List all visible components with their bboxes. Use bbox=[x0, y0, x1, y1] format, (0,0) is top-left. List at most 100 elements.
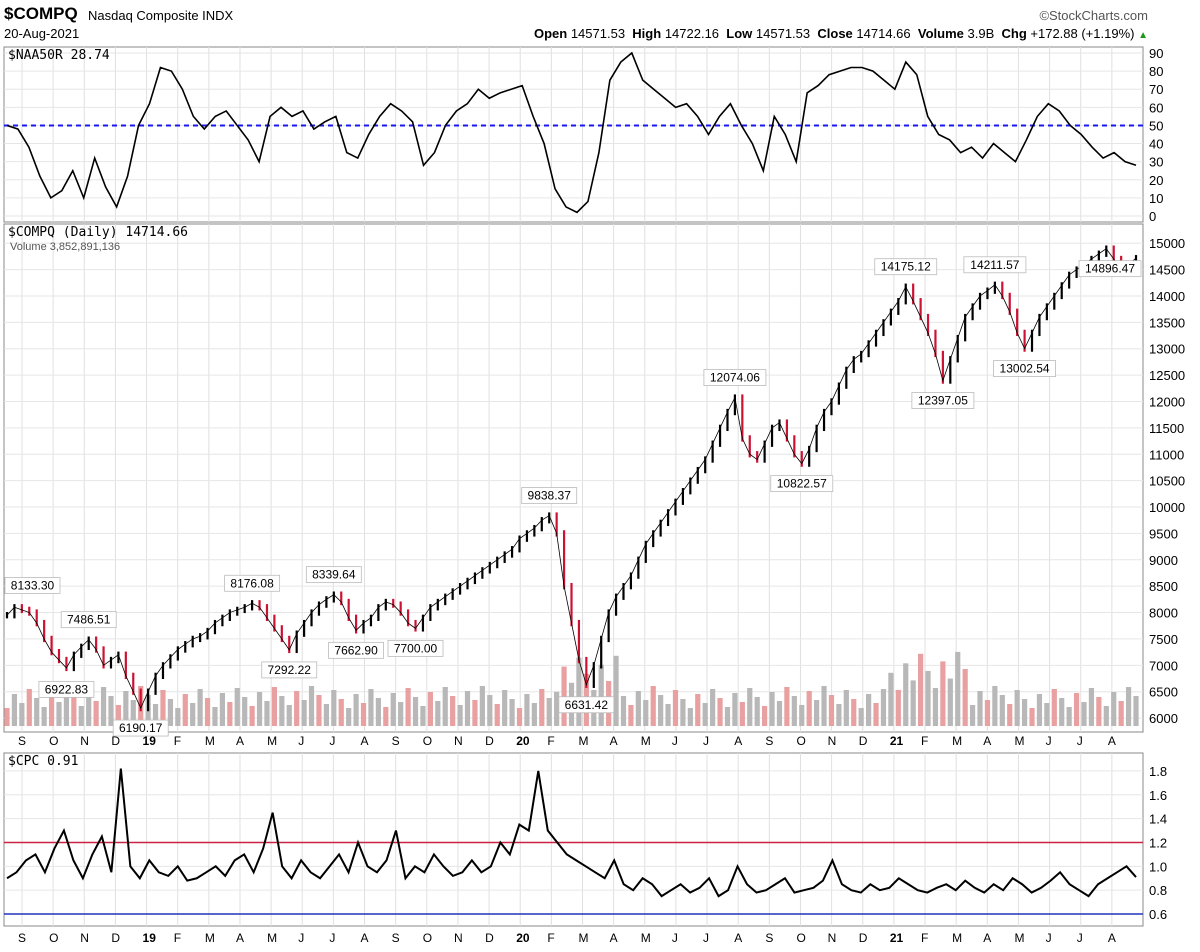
month-tick-label-bottom: D bbox=[111, 931, 120, 945]
volume-bar bbox=[955, 651, 961, 726]
price-annotation-label: 10822.57 bbox=[777, 477, 827, 491]
volume-bar bbox=[353, 694, 359, 726]
volume-bar bbox=[1073, 693, 1080, 726]
month-tick-label: N bbox=[828, 734, 837, 748]
volume-bar bbox=[1059, 698, 1065, 726]
volume-bar bbox=[450, 696, 456, 726]
volume-bar bbox=[420, 706, 426, 726]
breadth-tick-label: 80 bbox=[1149, 64, 1163, 79]
volume-bar bbox=[821, 686, 827, 726]
volume-bar bbox=[1081, 702, 1087, 726]
volume-bar bbox=[338, 699, 344, 726]
price-annotation-box bbox=[4, 577, 61, 594]
open-value: 14571.53 bbox=[570, 26, 626, 41]
month-tick-label: A bbox=[1108, 734, 1116, 748]
volume-bar bbox=[219, 693, 226, 726]
breadth-tick-label: 40 bbox=[1149, 137, 1163, 152]
volume-bar bbox=[1051, 689, 1057, 726]
price-annotation-box bbox=[261, 661, 318, 679]
volume-bar bbox=[479, 686, 485, 726]
month-tick-label: A bbox=[983, 734, 991, 748]
month-tick-label-bottom: F bbox=[921, 931, 928, 945]
month-tick-label: M bbox=[641, 734, 651, 748]
volume-bar bbox=[680, 699, 686, 726]
month-tick-label-bottom: S bbox=[392, 931, 400, 945]
source-credit[interactable]: ©StockCharts.com bbox=[1039, 8, 1148, 23]
month-tick-label: J bbox=[329, 734, 335, 748]
cpc-tick-label: 1.2 bbox=[1149, 835, 1167, 850]
month-tick-label: F bbox=[921, 734, 928, 748]
price-tick-label: 12500 bbox=[1149, 368, 1185, 383]
month-tick-label: S bbox=[765, 734, 773, 748]
price-annotation-box bbox=[558, 696, 615, 714]
volume-bar bbox=[435, 701, 441, 726]
volume-bar bbox=[1111, 692, 1117, 726]
volume-bar bbox=[546, 698, 552, 726]
price-annotation-label: 8176.08 bbox=[230, 576, 274, 590]
volume-bar bbox=[836, 704, 842, 726]
volume-bar bbox=[1103, 706, 1109, 726]
price-tick-label: 10000 bbox=[1149, 500, 1185, 515]
cpc-tick-label: 1.0 bbox=[1149, 859, 1167, 874]
month-tick-label-bottom: O bbox=[796, 931, 805, 945]
month-tick-label-bottom: M bbox=[641, 931, 651, 945]
volume-bar bbox=[346, 708, 352, 726]
volume-bar bbox=[613, 655, 619, 726]
month-tick-label: F bbox=[547, 734, 554, 748]
volume-bar bbox=[412, 697, 419, 726]
month-tick-label: J bbox=[298, 734, 304, 748]
volume-bar bbox=[947, 678, 953, 726]
volume-bar bbox=[739, 702, 745, 726]
month-tick-label: S bbox=[18, 734, 26, 748]
volume-bar bbox=[628, 705, 634, 726]
month-tick-label: O bbox=[49, 734, 58, 748]
volume-bar bbox=[791, 696, 797, 726]
volume-bar bbox=[360, 703, 367, 726]
volume-bar bbox=[940, 661, 946, 726]
price-annotation-box bbox=[112, 719, 169, 737]
volume-bar bbox=[442, 687, 448, 726]
price-tick-label: 6500 bbox=[1149, 685, 1178, 700]
price-annotation-label: 14175.12 bbox=[881, 260, 931, 274]
low-label: Low bbox=[726, 26, 753, 41]
price-annotation-label: 12074.06 bbox=[710, 371, 760, 385]
volume-bar bbox=[888, 672, 894, 726]
breadth-panel-frame bbox=[3, 46, 1144, 223]
cpc-series-line bbox=[6, 768, 1137, 898]
price-tick-label: 7500 bbox=[1149, 632, 1178, 647]
month-tick-label: 21 bbox=[890, 734, 904, 748]
price-annotation-box bbox=[521, 487, 578, 504]
volume-bar bbox=[732, 693, 738, 726]
volume-bar bbox=[724, 707, 731, 726]
volume-bar bbox=[86, 692, 92, 726]
price-annotation-label: 7700.00 bbox=[394, 641, 438, 655]
high-value: 14722.16 bbox=[664, 26, 720, 41]
price-tick-label: 9500 bbox=[1149, 526, 1178, 541]
volume-bar bbox=[695, 694, 701, 726]
volume-bar bbox=[78, 706, 84, 726]
breadth-tick-label: 90 bbox=[1149, 46, 1163, 61]
month-tick-label-bottom: J bbox=[1077, 931, 1083, 945]
cpc-panel-frame bbox=[3, 752, 1144, 927]
price-tick-label: 11500 bbox=[1149, 421, 1184, 436]
volume-bar bbox=[93, 701, 99, 726]
volume-bar bbox=[1036, 694, 1043, 726]
month-tick-label-bottom: A bbox=[361, 931, 369, 945]
volume-bar bbox=[34, 698, 40, 726]
volume-bar bbox=[962, 669, 968, 726]
volume-bar bbox=[271, 687, 277, 726]
volume-bar bbox=[1044, 703, 1050, 726]
volume-bar bbox=[873, 703, 879, 726]
volume-bar bbox=[301, 700, 307, 726]
volume-bar bbox=[502, 690, 508, 726]
month-tick-label-bottom: M bbox=[267, 931, 277, 945]
cpc-tick-label: 1.4 bbox=[1149, 812, 1167, 827]
price-annotation-label: 8339.64 bbox=[312, 568, 356, 582]
price-annotation-label: 12397.05 bbox=[918, 394, 968, 408]
volume-bar bbox=[71, 697, 77, 726]
volume-bar bbox=[204, 698, 211, 726]
price-annotation-box bbox=[38, 680, 95, 698]
month-tick-label: M bbox=[205, 734, 215, 748]
price-annotation-box bbox=[224, 574, 281, 592]
